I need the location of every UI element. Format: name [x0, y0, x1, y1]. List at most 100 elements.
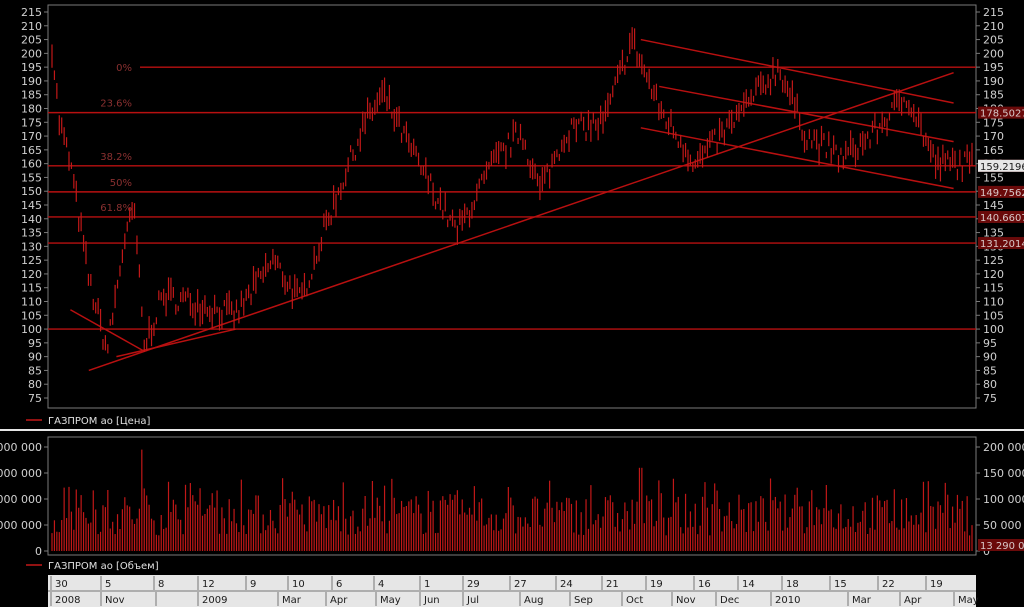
level-value-label: 131.2014: [980, 239, 1024, 250]
date-top-label: 8: [158, 579, 164, 590]
trendline: [70, 309, 145, 352]
price-right-tick-label: 185: [983, 89, 1004, 102]
date-top-label: 24: [560, 579, 573, 590]
price-left-tick-label: 145: [21, 199, 42, 212]
price-left-tick-label: 130: [21, 240, 42, 253]
price-left-tick-label: 175: [21, 116, 42, 129]
price-left-tick-label: 75: [28, 392, 42, 405]
price-left-tick-label: 110: [21, 296, 42, 309]
price-left-tick-label: 155: [21, 171, 42, 184]
price-left-tick-label: 165: [21, 144, 42, 157]
date-bottom-label: Nov: [676, 595, 696, 606]
price-left-tick-label: 100: [21, 323, 42, 336]
price-trendlines: [70, 38, 954, 372]
date-bottom-label: Apr: [330, 595, 348, 606]
price-right-tick-label: 80: [983, 378, 997, 391]
price-left-tick-label: 185: [21, 89, 42, 102]
volume-right-tick-label: 100 000: [983, 493, 1024, 506]
volume-left-tick-label: 150 000 000: [0, 467, 42, 480]
price-right-axis: 2152102052001951901851801751701651601551…: [976, 6, 1004, 405]
date-bottom-label: May: [958, 595, 979, 606]
price-right-tick-label: 135: [983, 227, 1004, 240]
fib-level-label: 0%: [116, 63, 132, 74]
price-left-tick-label: 95: [28, 337, 42, 350]
price-left-tick-label: 210: [21, 20, 42, 33]
volume-left-tick-label: 50 000 000: [0, 519, 42, 532]
date-top-label: 30: [55, 579, 68, 590]
volume-panel-frame: [47, 436, 977, 556]
date-bottom-label: Nov: [105, 595, 125, 606]
price-left-tick-label: 85: [28, 364, 42, 377]
price-right-tick-label: 155: [983, 171, 1004, 184]
price-right-tick-label: 75: [983, 392, 997, 405]
date-top-label: 5: [105, 579, 111, 590]
price-left-tick-label: 120: [21, 268, 42, 281]
current-price-label: 159.2196: [980, 162, 1024, 173]
date-bottom-label: Aug: [524, 595, 544, 606]
volume-right-axis: 200 000 150 000 100 000 50 000 0: [976, 441, 1024, 558]
volume-right-tick-label: 150 000: [983, 467, 1024, 480]
price-right-tick-label: 120: [983, 268, 1004, 281]
level-value-box: [978, 210, 1024, 223]
price-right-tick-label: 170: [983, 130, 1004, 143]
trendline: [640, 127, 954, 190]
date-top-label: 21: [606, 579, 619, 590]
date-top-label: 10: [292, 579, 305, 590]
date-top-label: 29: [467, 579, 480, 590]
price-right-tick-label: 145: [983, 199, 1004, 212]
date-bottom-label: 2008: [55, 595, 80, 606]
date-top-label: 16: [698, 579, 711, 590]
price-right-tick-label: 200: [983, 47, 1004, 60]
date-top-label: 6: [336, 579, 342, 590]
volume-left-tick-label: 200 000 000: [0, 441, 42, 454]
price-left-tick-label: 195: [21, 61, 42, 74]
price-left-tick-label: 205: [21, 34, 42, 47]
price-left-tick-label: 200: [21, 47, 42, 60]
price-right-tick-label: 115: [983, 282, 1004, 295]
level-value-label: 178.5027: [980, 109, 1024, 120]
date-bottom-label: Mar: [282, 595, 302, 606]
trendline: [659, 85, 954, 143]
price-panel-frame: [47, 4, 977, 409]
date-top-label: 19: [930, 579, 943, 590]
price-left-tick-label: 160: [21, 158, 42, 171]
volume-right-tick-label: 50 000: [983, 519, 1022, 532]
price-left-axis: 2152102052001951901851801751701651601551…: [21, 6, 48, 405]
volume-current-value: 13 290 00: [980, 541, 1024, 552]
price-left-tick-label: 80: [28, 378, 42, 391]
price-right-tick-label: 110: [983, 296, 1004, 309]
price-right-tick-label: 95: [983, 337, 997, 350]
date-bottom-label: May: [380, 595, 401, 606]
fib-level-label: 38.2%: [100, 152, 132, 163]
level-value-box: [978, 106, 1024, 119]
date-bottom-label: Mar: [852, 595, 872, 606]
volume-right-tick-label: 200 000: [983, 441, 1024, 454]
price-right-tick-label: 85: [983, 364, 997, 377]
date-top-label: 1: [424, 579, 430, 590]
price-left-tick-label: 140: [21, 213, 42, 226]
date-top-label: 27: [514, 579, 527, 590]
price-left-tick-label: 180: [21, 103, 42, 116]
price-legend-label: ГАЗПРОМ ао [Цена]: [48, 416, 150, 427]
price-left-tick-label: 170: [21, 130, 42, 143]
trendline: [116, 328, 237, 358]
fib-level-label: 61.8%: [100, 203, 132, 214]
price-right-tick-label: 190: [983, 75, 1004, 88]
level-value-box: [978, 237, 1024, 250]
volume-legend-label: ГАЗПРОМ ао [Объем]: [48, 561, 159, 572]
date-bottom-label: Dec: [720, 595, 739, 606]
date-top-label: 4: [378, 579, 384, 590]
price-left-tick-label: 215: [21, 6, 42, 19]
date-top-label: 22: [882, 579, 895, 590]
price-right-tick-label: 195: [983, 61, 1004, 74]
volume-current-box: [978, 539, 1024, 551]
date-axis-top-row: 30 5 8 12 9 10 6 4 1 29 27 24 21 19 16 14 18 15 22 19: [50, 576, 943, 590]
price-right-tick-label: 105: [983, 309, 1004, 322]
date-top-label: 19: [650, 579, 663, 590]
price-right-tick-label: 215: [983, 6, 1004, 19]
price-left-tick-label: 115: [21, 282, 42, 295]
price-series: [51, 27, 973, 354]
price-right-tick-label: 210: [983, 20, 1004, 33]
